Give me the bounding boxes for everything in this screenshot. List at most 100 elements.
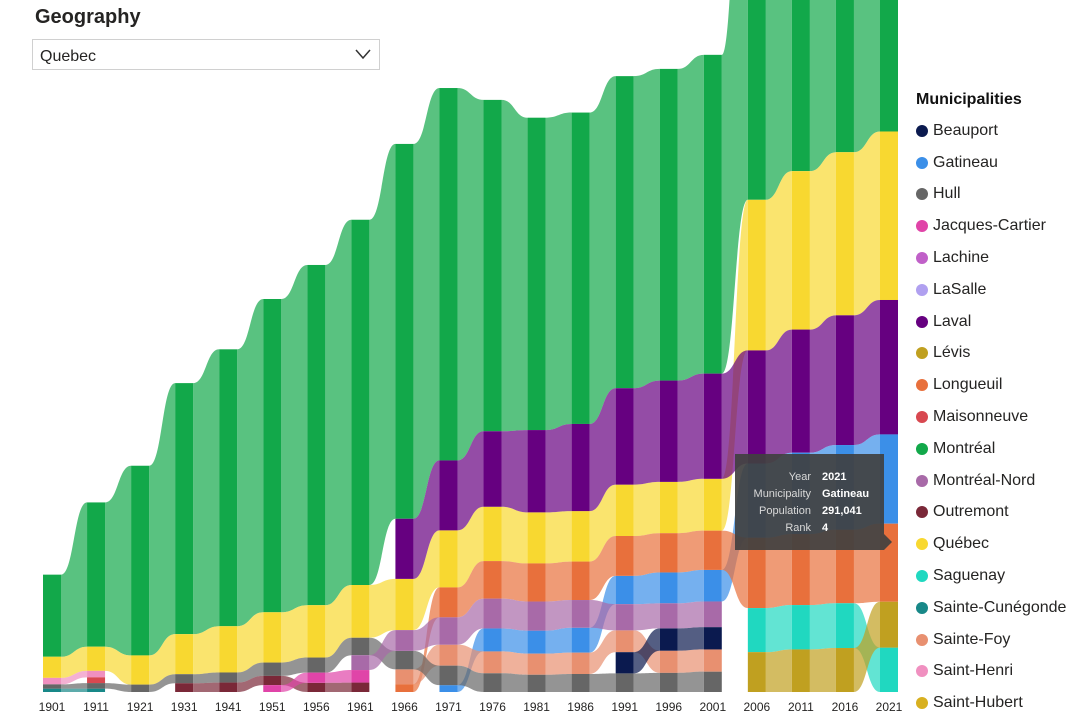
bar-segment-Hull[interactable] <box>527 674 546 692</box>
ribbon-Gatineau[interactable] <box>677 569 704 604</box>
ribbon-Montréal[interactable] <box>501 99 528 432</box>
ribbon-Montréal-Nord[interactable] <box>457 598 484 645</box>
bar-segment-Montréal-Nord[interactable] <box>351 655 370 671</box>
ribbon-Québec[interactable] <box>853 131 880 316</box>
legend-item[interactable]: Outremont <box>916 497 1076 529</box>
bar-segment-Hull[interactable] <box>659 672 678 692</box>
bar-segment-Sainte-Foy[interactable] <box>615 630 634 653</box>
bar-segment-Maisonneuve[interactable] <box>87 677 106 684</box>
ribbon-Montréal[interactable] <box>369 143 396 586</box>
bar-segment-Outremont[interactable] <box>307 682 326 692</box>
ribbon-Montréal[interactable] <box>853 0 880 153</box>
legend-item[interactable]: Maisonneuve <box>916 401 1076 433</box>
ribbon-Québec[interactable] <box>457 506 484 588</box>
bar-segment-Laval[interactable] <box>483 431 502 507</box>
bar-segment-Montréal[interactable] <box>527 117 546 431</box>
bar-segment-Montréal-Nord[interactable] <box>439 617 458 645</box>
ribbon-Montréal[interactable] <box>545 112 572 431</box>
ribbon-Jacques-Cartier[interactable] <box>325 670 352 683</box>
ribbon-Jacques-Cartier[interactable] <box>281 672 308 692</box>
ribbon-Hull[interactable] <box>61 683 88 689</box>
ribbon-Montréal-Nord[interactable] <box>369 630 396 671</box>
bar-segment-Sainte-Foy[interactable] <box>395 669 414 685</box>
bar-segment-Québec[interactable] <box>131 655 150 685</box>
bar-segment-Beauport[interactable] <box>615 652 634 674</box>
bar-segment-Outremont[interactable] <box>263 675 282 686</box>
ribbon-Montréal[interactable] <box>589 76 616 424</box>
ribbon-Gatineau[interactable] <box>501 628 528 654</box>
ribbon-Sainte-Foy[interactable] <box>589 630 616 674</box>
bar-segment-Montréal[interactable] <box>703 54 722 374</box>
ribbon-Montréal[interactable] <box>413 88 440 519</box>
bar-segment-Hull[interactable] <box>131 684 150 692</box>
ribbon-Laval[interactable] <box>589 388 616 512</box>
ribbon-Laval[interactable] <box>633 380 660 485</box>
bar-segment-Laval[interactable] <box>880 299 898 435</box>
ribbon-Longueuil[interactable] <box>677 530 704 573</box>
bar-segment-Montréal[interactable] <box>747 0 766 200</box>
bar-segment-Saguenay[interactable] <box>880 647 898 692</box>
bar-segment-Gatineau[interactable] <box>439 685 458 692</box>
bar-segment-Québec[interactable] <box>439 530 458 588</box>
bar-segment-Hull[interactable] <box>263 662 282 676</box>
ribbon-Laval[interactable] <box>457 431 484 531</box>
bar-segment-Sainte-Cunégonde[interactable] <box>43 688 61 692</box>
bar-segment-Montréal[interactable] <box>175 383 194 635</box>
ribbon-Sainte-Foy[interactable] <box>677 649 704 673</box>
ribbon-Hull[interactable] <box>149 674 176 692</box>
bar-segment-Saguenay[interactable] <box>747 608 766 653</box>
legend-item[interactable]: Jacques-Cartier <box>916 210 1076 242</box>
ribbon-Montréal[interactable] <box>105 465 132 656</box>
bar-segment-Hull[interactable] <box>87 683 106 689</box>
bar-segment-Sainte-Foy[interactable] <box>483 651 502 674</box>
bar-segment-Laval[interactable] <box>835 315 854 446</box>
bar-segment-Québec[interactable] <box>659 481 678 534</box>
bar-segment-Hull[interactable] <box>483 673 502 692</box>
bar-segment-Sainte-Foy[interactable] <box>527 653 546 675</box>
bar-segment-Longueuil[interactable] <box>571 561 590 601</box>
bar-segment-Hull[interactable] <box>219 672 238 683</box>
bar-segment-Beauport[interactable] <box>703 627 722 650</box>
bar-segment-Laval[interactable] <box>659 380 678 482</box>
bar-segment-Montréal-Nord[interactable] <box>571 600 590 628</box>
bar-segment-Québec[interactable] <box>219 626 238 673</box>
ribbon-Montréal[interactable] <box>677 54 704 381</box>
ribbon-Sainte-Cunégonde[interactable] <box>61 688 88 692</box>
ribbon-Hull[interactable] <box>325 637 352 673</box>
ribbon-Gatineau[interactable] <box>633 572 660 605</box>
bar-segment-Sainte-Foy[interactable] <box>571 652 590 674</box>
bar-segment-Hull[interactable] <box>351 637 370 656</box>
ribbon-Hull[interactable] <box>193 672 220 684</box>
bar-segment-Gatineau[interactable] <box>880 434 898 524</box>
bar-segment-Saint-Henri[interactable] <box>43 677 61 685</box>
bar-segment-Longueuil[interactable] <box>791 534 810 606</box>
bar-segment-Québec[interactable] <box>43 656 61 678</box>
legend-item[interactable]: Montréal <box>916 433 1076 465</box>
bar-segment-Gatineau[interactable] <box>483 628 502 652</box>
ribbon-Montréal[interactable] <box>281 264 308 613</box>
bar-segment-Montréal[interactable] <box>880 0 898 132</box>
bar-segment-Québec[interactable] <box>791 171 810 330</box>
bar-segment-Jacques-Cartier[interactable] <box>263 685 282 692</box>
ribbon-Hull[interactable] <box>105 683 132 692</box>
bar-segment-Sainte-Foy[interactable] <box>703 649 722 672</box>
ribbon-Sainte-Foy[interactable] <box>501 651 528 675</box>
bar-segment-Longueuil[interactable] <box>615 536 634 576</box>
ribbon-Montréal[interactable] <box>457 88 484 461</box>
legend-item[interactable]: Sainte-Foy <box>916 624 1076 656</box>
ribbon-Hull[interactable] <box>413 650 440 686</box>
ribbon-Québec[interactable] <box>633 481 660 537</box>
bar-segment-Québec[interactable] <box>263 612 282 663</box>
bar-segment-Lévis[interactable] <box>880 601 898 648</box>
ribbon-Longueuil[interactable] <box>457 561 484 618</box>
bar-segment-Laval[interactable] <box>439 460 458 531</box>
ribbon-Outremont[interactable] <box>193 682 220 692</box>
bar-segment-Québec[interactable] <box>880 131 898 300</box>
ribbon-Longueuil[interactable] <box>765 534 792 609</box>
bar-segment-Hull[interactable] <box>571 673 590 692</box>
ribbon-Montréal[interactable] <box>325 219 352 606</box>
ribbon-Hull[interactable] <box>281 657 308 676</box>
bar-segment-Sainte-Cunégonde[interactable] <box>87 688 106 692</box>
bar-segment-Montréal-Nord[interactable] <box>659 603 678 629</box>
legend-item[interactable]: Longueuil <box>916 369 1076 401</box>
